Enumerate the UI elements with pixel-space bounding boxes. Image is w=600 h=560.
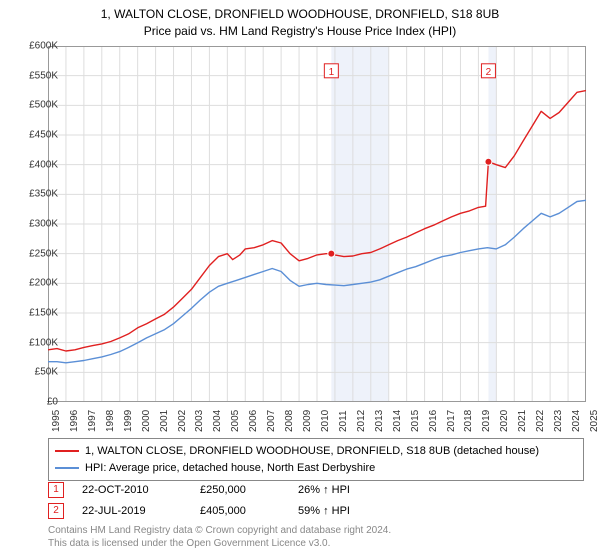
xtick-label: 2022 — [535, 410, 546, 432]
footer-block: Contains HM Land Registry data © Crown c… — [48, 524, 584, 550]
ytick-label: £250K — [14, 248, 58, 259]
legend-swatch-hpi — [55, 467, 79, 469]
xtick-label: 2019 — [481, 410, 492, 432]
sale-price-1: £250,000 — [200, 480, 280, 501]
xtick-label: 2018 — [463, 410, 474, 432]
xtick-label: 2014 — [392, 410, 403, 432]
ytick-label: £450K — [14, 130, 58, 141]
xtick-label: 2009 — [302, 410, 313, 432]
xtick-label: 2020 — [499, 410, 510, 432]
ytick-label: £500K — [14, 100, 58, 111]
legend-swatch-price — [55, 450, 79, 452]
xtick-label: 2008 — [284, 410, 295, 432]
svg-text:1: 1 — [329, 67, 335, 78]
xtick-label: 2016 — [428, 410, 439, 432]
sale-date-2: 22-JUL-2019 — [82, 501, 182, 522]
legend-label-price: 1, WALTON CLOSE, DRONFIELD WOODHOUSE, DR… — [85, 443, 539, 460]
chart-area: 12 — [48, 46, 586, 402]
sale-price-2: £405,000 — [200, 501, 280, 522]
xtick-label: 2015 — [410, 410, 421, 432]
title-subtitle: Price paid vs. HM Land Registry's House … — [0, 23, 600, 40]
xtick-label: 2000 — [141, 410, 152, 432]
ytick-label: £150K — [14, 308, 58, 319]
legend-row-hpi: HPI: Average price, detached house, Nort… — [55, 460, 577, 477]
sales-block: 1 22-OCT-2010 £250,000 26% ↑ HPI 2 22-JU… — [48, 480, 584, 522]
xtick-label: 1998 — [105, 410, 116, 432]
xtick-label: 2002 — [177, 410, 188, 432]
legend-box: 1, WALTON CLOSE, DRONFIELD WOODHOUSE, DR… — [48, 438, 584, 481]
xtick-label: 2010 — [320, 410, 331, 432]
svg-text:2: 2 — [486, 67, 492, 78]
legend-label-hpi: HPI: Average price, detached house, Nort… — [85, 460, 375, 477]
xtick-label: 1996 — [69, 410, 80, 432]
xtick-label: 2005 — [230, 410, 241, 432]
xtick-label: 2006 — [248, 410, 259, 432]
ytick-label: £350K — [14, 189, 58, 200]
title-block: 1, WALTON CLOSE, DRONFIELD WOODHOUSE, DR… — [0, 0, 600, 40]
sale-marker-1: 1 — [48, 482, 64, 498]
xtick-label: 2001 — [159, 410, 170, 432]
sale-row-1: 1 22-OCT-2010 £250,000 26% ↑ HPI — [48, 480, 584, 501]
sale-hpi-1: 26% ↑ HPI — [298, 480, 378, 501]
xtick-label: 2013 — [374, 410, 385, 432]
ytick-label: £0 — [14, 397, 58, 408]
sale-date-1: 22-OCT-2010 — [82, 480, 182, 501]
ytick-label: £550K — [14, 70, 58, 81]
xtick-label: 2017 — [446, 410, 457, 432]
xtick-label: 2012 — [356, 410, 367, 432]
ytick-label: £50K — [14, 367, 58, 378]
xtick-label: 1997 — [87, 410, 98, 432]
ytick-label: £200K — [14, 278, 58, 289]
xtick-label: 2025 — [589, 410, 600, 432]
xtick-label: 2023 — [553, 410, 564, 432]
sale-marker-2: 2 — [48, 503, 64, 519]
footer-line1: Contains HM Land Registry data © Crown c… — [48, 524, 584, 537]
xtick-label: 2021 — [517, 410, 528, 432]
title-address: 1, WALTON CLOSE, DRONFIELD WOODHOUSE, DR… — [0, 6, 600, 23]
sale-hpi-2: 59% ↑ HPI — [298, 501, 378, 522]
ytick-label: £400K — [14, 159, 58, 170]
xtick-label: 2024 — [571, 410, 582, 432]
xtick-label: 2004 — [212, 410, 223, 432]
xtick-label: 2003 — [194, 410, 205, 432]
ytick-label: £600K — [14, 41, 58, 52]
xtick-label: 1995 — [51, 410, 62, 432]
xtick-label: 2011 — [338, 410, 349, 432]
ytick-label: £300K — [14, 219, 58, 230]
ytick-label: £100K — [14, 337, 58, 348]
xtick-label: 1999 — [123, 410, 134, 432]
chart-container: 1, WALTON CLOSE, DRONFIELD WOODHOUSE, DR… — [0, 0, 600, 560]
sale-row-2: 2 22-JUL-2019 £405,000 59% ↑ HPI — [48, 501, 584, 522]
xtick-label: 2007 — [266, 410, 277, 432]
chart-svg: 12 — [48, 46, 586, 402]
footer-line2: This data is licensed under the Open Gov… — [48, 537, 584, 550]
legend-row-price: 1, WALTON CLOSE, DRONFIELD WOODHOUSE, DR… — [55, 443, 577, 460]
